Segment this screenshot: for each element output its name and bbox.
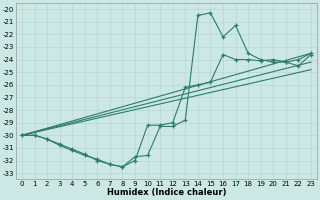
X-axis label: Humidex (Indice chaleur): Humidex (Indice chaleur): [107, 188, 226, 197]
